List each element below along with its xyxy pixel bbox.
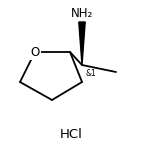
Text: NH₂: NH₂	[71, 7, 93, 20]
Text: HCl: HCl	[59, 129, 83, 141]
Text: O: O	[30, 45, 40, 58]
Polygon shape	[79, 22, 85, 65]
Text: &1: &1	[85, 69, 96, 78]
